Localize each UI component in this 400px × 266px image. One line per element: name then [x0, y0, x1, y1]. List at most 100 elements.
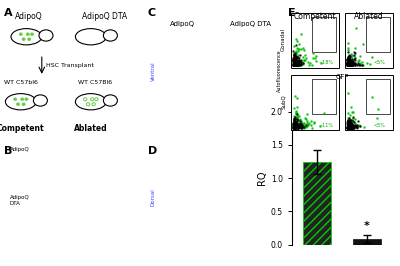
Point — [345, 111, 351, 116]
Circle shape — [22, 103, 25, 106]
Point — [346, 113, 353, 117]
Point — [346, 125, 353, 129]
Point — [292, 60, 299, 64]
Point — [292, 61, 298, 65]
Point — [295, 125, 301, 129]
Point — [290, 122, 297, 126]
Point — [292, 63, 298, 68]
Point — [297, 62, 304, 66]
Point — [297, 58, 304, 63]
Point — [294, 117, 300, 121]
Point — [291, 123, 297, 127]
Point — [290, 60, 297, 65]
Point — [291, 120, 297, 124]
Point — [344, 63, 351, 67]
Point — [345, 126, 352, 130]
Bar — [291, 76, 339, 131]
Point — [291, 125, 298, 129]
Point — [294, 123, 300, 127]
Point — [347, 124, 354, 128]
Point — [352, 61, 358, 65]
Point — [357, 124, 364, 128]
Point — [345, 57, 351, 61]
Point — [292, 63, 299, 67]
Point — [344, 58, 351, 62]
Point — [291, 57, 297, 62]
Point — [346, 119, 353, 124]
Point — [345, 60, 351, 65]
Point — [346, 59, 352, 63]
Point — [292, 61, 298, 65]
Text: ~18%: ~18% — [318, 60, 333, 65]
Point — [301, 124, 307, 129]
Point — [348, 125, 354, 129]
Point — [345, 123, 351, 128]
Point — [346, 63, 352, 68]
Circle shape — [16, 103, 20, 106]
Point — [358, 63, 365, 68]
Point — [290, 60, 297, 64]
Point — [348, 60, 354, 65]
Point — [345, 125, 352, 129]
Point — [360, 42, 366, 46]
Point — [292, 63, 298, 67]
Point — [352, 62, 358, 66]
Circle shape — [86, 103, 90, 106]
Point — [367, 62, 374, 66]
Point — [346, 121, 352, 125]
Point — [346, 59, 352, 64]
Point — [292, 59, 299, 63]
Point — [290, 57, 297, 62]
Point — [344, 57, 351, 61]
Point — [291, 56, 297, 60]
Point — [344, 125, 351, 129]
Point — [345, 124, 351, 128]
Point — [290, 124, 297, 128]
Point — [292, 61, 299, 65]
Point — [345, 60, 351, 64]
Point — [290, 59, 297, 63]
Point — [291, 63, 298, 67]
Point — [294, 120, 300, 125]
Point — [346, 63, 352, 67]
Point — [346, 125, 352, 129]
Point — [291, 53, 297, 57]
Point — [292, 62, 299, 66]
Point — [295, 55, 301, 59]
Point — [298, 63, 305, 67]
Point — [292, 58, 298, 62]
Point — [352, 62, 358, 66]
Point — [292, 62, 299, 66]
Point — [291, 61, 298, 65]
Point — [298, 125, 304, 130]
Point — [300, 55, 306, 59]
Point — [351, 126, 357, 130]
Point — [345, 124, 352, 129]
Point — [290, 52, 297, 57]
Point — [295, 114, 301, 118]
Point — [345, 48, 352, 53]
Point — [292, 63, 298, 68]
Point — [346, 59, 353, 63]
Point — [290, 61, 297, 66]
Point — [294, 126, 301, 130]
Point — [348, 122, 354, 126]
Point — [292, 126, 299, 130]
Point — [345, 60, 351, 65]
Point — [345, 61, 351, 65]
Point — [290, 123, 297, 127]
Text: Ventral: Ventral — [151, 61, 156, 81]
Point — [290, 63, 297, 67]
Point — [294, 63, 300, 67]
Point — [355, 61, 361, 66]
Point — [348, 124, 354, 129]
Point — [294, 122, 301, 126]
Point — [345, 122, 352, 126]
Circle shape — [84, 98, 87, 101]
Point — [344, 124, 351, 128]
Point — [292, 54, 298, 59]
Point — [292, 124, 298, 128]
Point — [344, 63, 351, 67]
Point — [346, 125, 352, 129]
Point — [290, 56, 297, 61]
